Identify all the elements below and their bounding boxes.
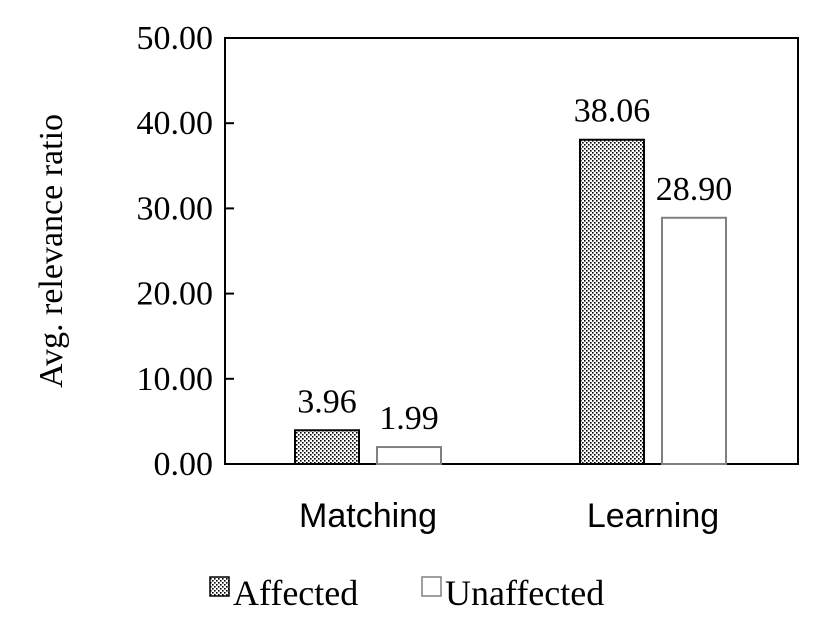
legend: Affected Unaffected bbox=[209, 573, 604, 613]
bar-learning-affected bbox=[579, 138, 645, 466]
data-labels: 3.96 1.99 38.06 28.90 bbox=[297, 93, 732, 437]
y-tick-label: 50.00 bbox=[137, 20, 214, 57]
bar-learning-unaffected bbox=[661, 216, 727, 465]
plot-area-frame bbox=[224, 37, 799, 465]
y-tick-label: 20.00 bbox=[137, 276, 214, 313]
y-tick-label: 40.00 bbox=[137, 105, 214, 142]
legend-label-affected: Affected bbox=[233, 573, 358, 613]
y-tick-label: 10.00 bbox=[137, 361, 214, 398]
x-category-label: Learning bbox=[587, 497, 719, 535]
legend-label-unaffected: Unaffected bbox=[445, 573, 604, 613]
bars bbox=[294, 138, 727, 466]
y-tick-label: 0.00 bbox=[154, 446, 214, 483]
x-axis: Matching Learning bbox=[299, 497, 719, 535]
bar-matching-affected bbox=[294, 429, 360, 466]
y-axis: 0.00 10.00 20.00 30.00 40.00 50.00 bbox=[137, 20, 234, 483]
data-label-matching-affected: 3.96 bbox=[297, 383, 357, 420]
bar-matching-unaffected bbox=[376, 446, 442, 465]
data-label-learning-unaffected: 28.90 bbox=[656, 171, 733, 208]
y-tick-label: 30.00 bbox=[137, 190, 214, 227]
data-label-learning-affected: 38.06 bbox=[574, 93, 651, 130]
data-label-matching-unaffected: 1.99 bbox=[379, 400, 439, 437]
legend-swatch-unaffected bbox=[421, 576, 442, 597]
y-axis-title: Avg. relevance ratio bbox=[33, 114, 70, 388]
x-category-label: Matching bbox=[299, 497, 437, 535]
legend-swatch-affected bbox=[209, 576, 230, 597]
